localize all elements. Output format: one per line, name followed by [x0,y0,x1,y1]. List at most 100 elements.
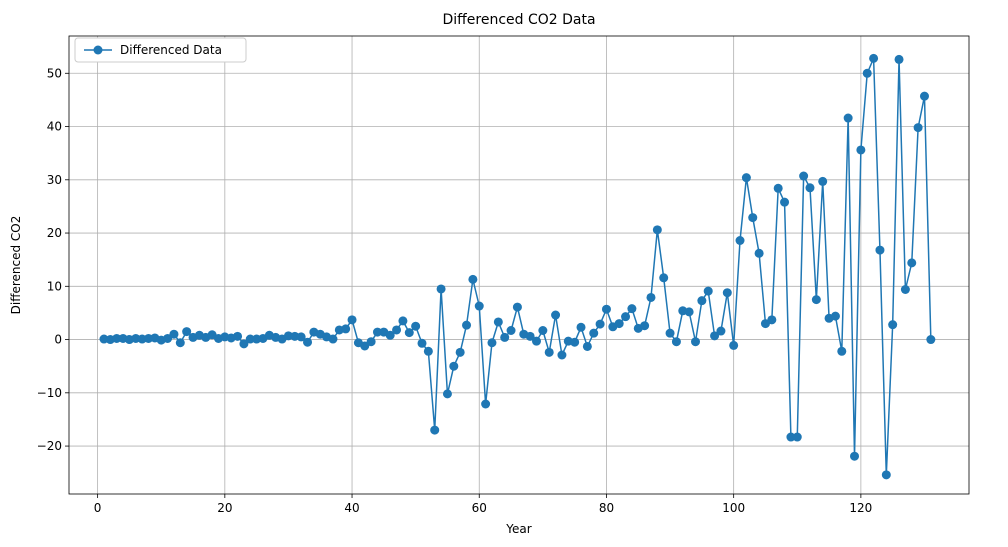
data-point [729,340,739,350]
data-point [595,319,605,329]
legend-label: Differenced Data [120,43,222,57]
data-point [512,302,522,312]
legend-frame [74,37,247,63]
data-point [551,310,561,320]
data-point [303,337,313,347]
data-point [169,329,179,339]
data-point [900,285,910,294]
data-point [811,295,821,305]
data-point [792,432,802,442]
data-point [366,337,376,347]
data-point [888,320,898,330]
grid-lines [69,36,969,494]
data-point [411,321,421,331]
data-point [601,304,611,314]
data-point [741,173,751,183]
data-point [614,319,624,329]
y-tick-label: 50 [47,66,62,80]
data-point [767,315,777,325]
series-layer [99,53,936,480]
data-point [684,307,694,317]
data-point [869,53,879,63]
data-point [544,347,554,357]
x-tick-label: 120 [849,501,872,515]
data-point [404,328,414,338]
data-point [691,337,700,347]
data-point [506,326,516,335]
data-point [570,337,580,347]
data-point [233,331,243,341]
data-point [830,311,840,321]
data-point [659,273,669,283]
y-tick-label: 0 [54,333,62,347]
data-point [837,346,847,356]
data-point [239,339,249,349]
data-point [799,171,809,181]
data-point [385,330,395,340]
y-tick-label: 30 [47,173,62,187]
data-point [360,341,370,351]
legend: Differenced Data [74,37,247,63]
data-point [398,316,408,326]
data-point [843,113,853,123]
x-tick-label: 40 [344,501,359,515]
data-point [875,245,885,255]
data-point [557,350,567,360]
data-point [163,333,173,343]
data-point [493,317,503,327]
data-point [627,304,637,314]
data-point [703,286,713,296]
data-point [582,341,592,351]
y-axis-ticks: −20 −10 0 10 20 30 40 50 [37,66,69,453]
data-point [474,301,484,311]
data-point [722,288,732,298]
data-point [182,327,192,337]
data-point [862,68,872,78]
chart-title: Differenced CO2 Data [442,12,595,28]
data-point [640,321,650,331]
x-tick-label: 80 [599,501,614,515]
data-point [487,338,497,348]
data-point [442,389,452,399]
legend-marker-icon [93,45,103,55]
data-point [468,274,478,284]
data-point [423,346,433,356]
plot-frame [68,35,970,495]
x-tick-label: 100 [722,501,745,515]
data-point [576,322,586,332]
data-point [175,338,185,348]
data-point [856,145,866,155]
data-point [430,425,440,435]
data-point [525,331,535,341]
data-point [926,335,936,345]
data-point [671,337,681,347]
data-point [894,54,904,64]
data-point [538,326,548,335]
data-point [436,284,446,294]
y-tick-label: 40 [47,120,62,134]
data-point [665,328,675,338]
y-axis-label: Differenced CO2 [9,216,23,315]
data-point [881,470,891,480]
data-point [913,123,923,133]
x-tick-label: 0 [94,501,102,515]
y-tick-label: 10 [47,279,62,293]
x-axis-ticks: 0 20 40 60 80 100 120 [94,494,872,515]
data-point [710,331,720,341]
data-point [296,332,306,342]
data-point [328,334,338,344]
data-point [372,327,382,337]
data-point [748,213,758,223]
data-point [773,183,783,193]
x-tick-label: 60 [472,501,487,515]
x-tick-label: 20 [217,501,232,515]
data-point [786,432,796,442]
data-point [341,324,351,334]
data-point [347,315,357,325]
data-point [850,451,860,461]
y-tick-label: 20 [47,226,62,240]
y-tick-label: −10 [37,386,62,400]
series-line [103,57,932,476]
data-point [754,248,764,258]
